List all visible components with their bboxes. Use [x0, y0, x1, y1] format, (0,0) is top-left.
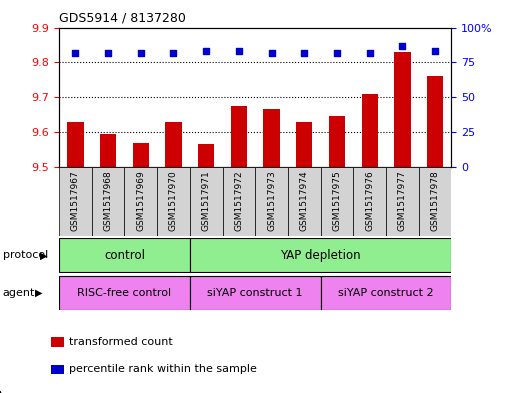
Bar [124, 167, 157, 236]
Point [398, 42, 406, 49]
Point [71, 50, 80, 56]
Bar [190, 276, 321, 310]
Text: GSM1517976: GSM1517976 [365, 171, 374, 231]
Point [169, 50, 177, 56]
Bar [190, 167, 223, 236]
Bar [59, 276, 190, 310]
Point [366, 50, 374, 56]
Text: transformed count: transformed count [69, 337, 173, 347]
Point [136, 50, 145, 56]
Bar [394, 52, 410, 167]
Text: GSM1517972: GSM1517972 [234, 171, 243, 231]
Bar [386, 167, 419, 236]
Text: siYAP construct 2: siYAP construct 2 [338, 288, 434, 298]
Text: YAP depletion: YAP depletion [280, 249, 361, 262]
Bar [92, 167, 125, 236]
Text: siYAP construct 1: siYAP construct 1 [207, 288, 303, 298]
Bar [100, 134, 116, 167]
Text: GSM1517975: GSM1517975 [332, 171, 342, 231]
Text: GSM1517971: GSM1517971 [202, 171, 211, 231]
Bar [321, 167, 353, 236]
Bar [59, 167, 92, 236]
Text: GSM1517970: GSM1517970 [169, 171, 178, 231]
Text: GSM1517968: GSM1517968 [104, 171, 112, 231]
Bar [329, 116, 345, 167]
Point [333, 50, 341, 56]
Text: protocol: protocol [3, 250, 48, 261]
Point [267, 50, 275, 56]
Text: GSM1517974: GSM1517974 [300, 171, 309, 231]
Bar [198, 144, 214, 167]
Point [235, 48, 243, 54]
Bar [157, 167, 190, 236]
Text: ▶: ▶ [40, 250, 47, 261]
Bar [353, 167, 386, 236]
Bar [59, 239, 190, 272]
Text: control: control [104, 249, 145, 262]
Bar [263, 110, 280, 167]
Text: GSM1517969: GSM1517969 [136, 171, 145, 231]
Point [104, 50, 112, 56]
Bar [132, 143, 149, 167]
Text: GSM1517967: GSM1517967 [71, 171, 80, 231]
Text: GSM1517973: GSM1517973 [267, 171, 276, 231]
Text: GDS5914 / 8137280: GDS5914 / 8137280 [59, 12, 186, 25]
Point [300, 50, 308, 56]
Bar [165, 122, 182, 167]
Text: RISC-free control: RISC-free control [77, 288, 171, 298]
Text: agent: agent [3, 288, 35, 298]
Point [431, 48, 439, 54]
Text: GSM1517977: GSM1517977 [398, 171, 407, 231]
Bar [288, 167, 321, 236]
Text: GSM1517978: GSM1517978 [430, 171, 440, 231]
Bar [255, 167, 288, 236]
Bar [362, 94, 378, 167]
Text: ▶: ▶ [35, 288, 42, 298]
Point [202, 48, 210, 54]
Bar [67, 122, 84, 167]
Text: percentile rank within the sample: percentile rank within the sample [69, 364, 257, 375]
Bar [427, 76, 443, 167]
Bar [223, 167, 255, 236]
Bar [296, 122, 312, 167]
Bar [231, 106, 247, 167]
Bar [321, 276, 451, 310]
Bar [190, 239, 451, 272]
Bar [419, 167, 451, 236]
